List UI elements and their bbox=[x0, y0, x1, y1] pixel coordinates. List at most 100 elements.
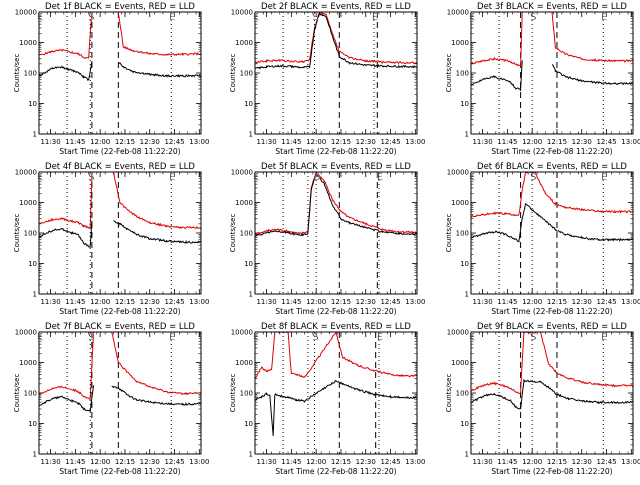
marker-label: E bbox=[601, 172, 607, 183]
x-tick-label: 11:45 bbox=[497, 138, 517, 146]
y-tick-label: 1 bbox=[33, 291, 37, 299]
x-tick-label: 11:30 bbox=[256, 298, 276, 306]
series-lld-line bbox=[471, 172, 633, 218]
plot-frame bbox=[38, 171, 202, 295]
y-tick-label: 1000 bbox=[235, 359, 253, 367]
x-tick-label: 12:45 bbox=[596, 458, 616, 466]
series-events-line bbox=[255, 172, 417, 237]
y-axis-label: Counts/sec bbox=[445, 374, 453, 413]
x-tick-label: 13:00 bbox=[189, 138, 209, 146]
y-tick-label: 10 bbox=[460, 100, 469, 108]
marker-label: E bbox=[601, 12, 607, 23]
y-tick-label: 10000 bbox=[447, 169, 469, 177]
x-axis-label: Start Time (22-Feb-08 11:22:20) bbox=[491, 307, 612, 316]
panel-title: Det 1f BLACK = Events, RED = LLD bbox=[45, 2, 195, 12]
y-tick-label: 10 bbox=[244, 420, 253, 428]
marker-label: S bbox=[312, 12, 318, 23]
y-tick-label: 100 bbox=[240, 230, 253, 238]
x-tick-label: 11:30 bbox=[40, 138, 60, 146]
series-lld-line bbox=[255, 332, 417, 380]
y-tick-label: 1000 bbox=[451, 39, 469, 47]
plot-frame bbox=[254, 11, 418, 135]
y-tick-label: 1 bbox=[249, 451, 253, 459]
x-tick-label: 12:15 bbox=[547, 138, 567, 146]
plot-frame bbox=[254, 331, 418, 455]
y-tick-label: 10 bbox=[460, 260, 469, 268]
y-tick-label: 1 bbox=[33, 451, 37, 459]
detector-panel: Det 6f BLACK = Events, RED = LLD Counts/s… bbox=[445, 162, 640, 316]
x-tick-label: 11:45 bbox=[281, 298, 301, 306]
x-tick-label: 12:30 bbox=[140, 298, 160, 306]
marker-label: S bbox=[312, 332, 318, 343]
y-tick-label: 1 bbox=[465, 451, 469, 459]
y-tick-label: 10 bbox=[244, 100, 253, 108]
x-tick-label: 12:00 bbox=[306, 298, 326, 306]
y-tick-label: 1 bbox=[249, 131, 253, 139]
x-tick-label: 12:15 bbox=[115, 298, 135, 306]
y-tick-label: 1000 bbox=[19, 359, 37, 367]
x-tick-label: 12:15 bbox=[331, 458, 351, 466]
marker-label: E bbox=[169, 332, 175, 343]
detector-panel: Det 1f BLACK = Events, RED = LLD Counts/s… bbox=[13, 2, 209, 156]
y-tick-label: 10 bbox=[244, 260, 253, 268]
x-tick-label: 11:45 bbox=[65, 138, 85, 146]
marker-label: E bbox=[372, 12, 378, 23]
x-tick-label: 12:30 bbox=[356, 138, 376, 146]
y-tick-label: 10 bbox=[460, 420, 469, 428]
x-tick-label: 12:45 bbox=[164, 138, 184, 146]
series-lld-line bbox=[255, 12, 417, 65]
detector-panel: Det 8f BLACK = Events, RED = LLD Counts/s… bbox=[229, 322, 425, 476]
x-tick-label: 12:45 bbox=[380, 298, 400, 306]
y-tick-label: 1000 bbox=[19, 199, 37, 207]
detector-panel: Det 7f BLACK = Events, RED = LLD Counts/s… bbox=[13, 322, 209, 476]
y-tick-label: 1 bbox=[465, 131, 469, 139]
x-tick-label: 11:45 bbox=[65, 298, 85, 306]
x-tick-label: 12:15 bbox=[331, 138, 351, 146]
panel-title: Det 6f BLACK = Events, RED = LLD bbox=[477, 162, 627, 172]
x-axis-label: Start Time (22-Feb-08 11:22:20) bbox=[275, 307, 396, 316]
x-tick-label: 12:30 bbox=[572, 138, 592, 146]
panel-title: Det 4f BLACK = Events, RED = LLD bbox=[45, 162, 195, 172]
x-tick-label: 11:30 bbox=[40, 298, 60, 306]
x-tick-label: 12:45 bbox=[380, 458, 400, 466]
x-tick-label: 12:30 bbox=[356, 298, 376, 306]
y-axis-label: Counts/sec bbox=[229, 374, 237, 413]
y-tick-label: 10 bbox=[28, 420, 37, 428]
marker-label: E bbox=[37, 12, 43, 23]
x-axis-label: Start Time (22-Feb-08 11:22:20) bbox=[59, 467, 180, 476]
x-tick-label: 12:30 bbox=[572, 458, 592, 466]
y-tick-label: 1000 bbox=[235, 199, 253, 207]
y-tick-label: 10000 bbox=[15, 329, 37, 337]
x-tick-label: 11:45 bbox=[497, 458, 517, 466]
marker-label: E bbox=[469, 12, 475, 23]
x-tick-label: 12:30 bbox=[356, 458, 376, 466]
panel-title: Det 3f BLACK = Events, RED = LLD bbox=[477, 2, 627, 12]
series-lld-line bbox=[39, 332, 201, 400]
x-tick-label: 12:15 bbox=[547, 458, 567, 466]
x-tick-label: 12:15 bbox=[547, 298, 567, 306]
series-events-line bbox=[471, 202, 633, 243]
x-tick-label: 12:00 bbox=[522, 138, 542, 146]
y-tick-label: 1 bbox=[465, 291, 469, 299]
series-lld-line bbox=[255, 172, 417, 236]
y-tick-label: 10 bbox=[28, 100, 37, 108]
y-tick-label: 1 bbox=[33, 131, 37, 139]
x-tick-label: 12:45 bbox=[596, 138, 616, 146]
marker-label: E bbox=[253, 332, 259, 343]
plot-frame bbox=[470, 171, 634, 295]
x-axis-label: Start Time (22-Feb-08 11:22:20) bbox=[275, 147, 396, 156]
y-tick-label: 100 bbox=[456, 230, 469, 238]
x-tick-label: 11:30 bbox=[256, 138, 276, 146]
y-tick-label: 100 bbox=[24, 230, 37, 238]
x-tick-label: 13:00 bbox=[189, 298, 209, 306]
x-tick-label: 11:30 bbox=[256, 458, 276, 466]
x-axis-label: Start Time (22-Feb-08 11:22:20) bbox=[491, 467, 612, 476]
x-tick-label: 12:00 bbox=[306, 458, 326, 466]
y-axis-label: Counts/sec bbox=[13, 54, 21, 93]
x-tick-label: 12:00 bbox=[90, 298, 110, 306]
x-tick-label: 11:30 bbox=[40, 458, 60, 466]
y-tick-label: 10000 bbox=[15, 9, 37, 17]
marker-label: S bbox=[88, 332, 94, 343]
y-axis-label: Counts/sec bbox=[13, 374, 21, 413]
